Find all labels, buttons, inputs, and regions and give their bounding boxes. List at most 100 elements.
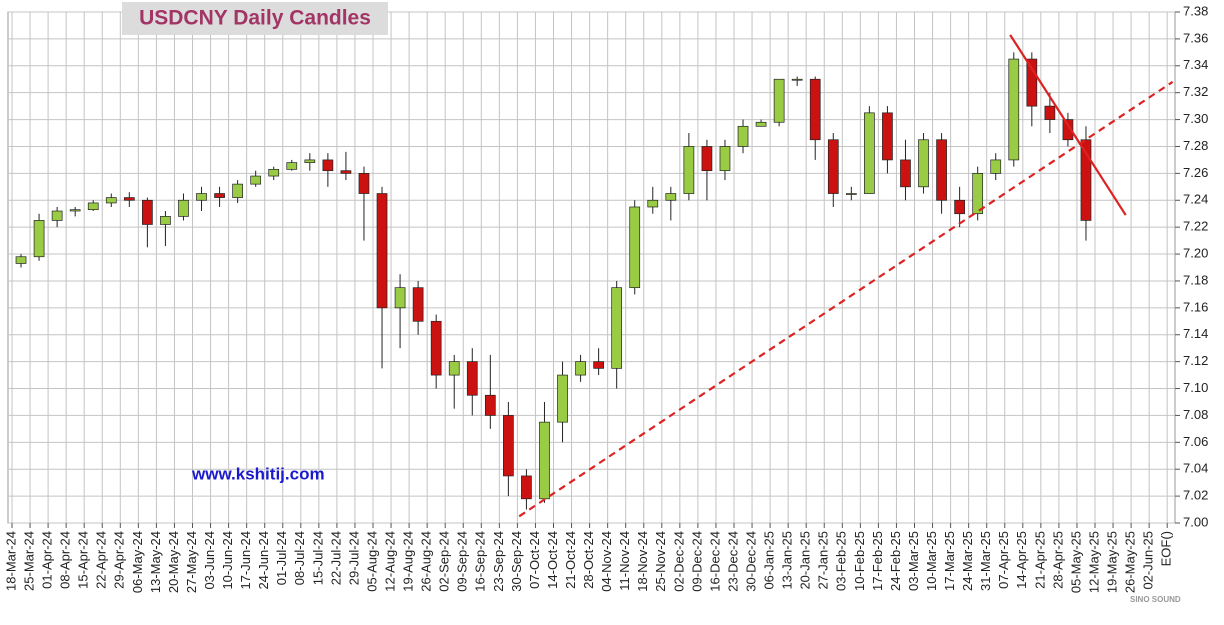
y-tick-label: 7.36 [1183, 30, 1208, 45]
x-tick-label: 05-Aug-24 [364, 531, 379, 592]
candle-body [918, 139, 929, 188]
y-tick-label: 7.30 [1183, 111, 1208, 126]
candle-body [864, 112, 875, 194]
x-tick-label: 21-Oct-24 [563, 531, 578, 589]
candle-body [845, 193, 857, 195]
x-tick-label: 09-Sep-24 [455, 531, 470, 592]
candle-body [900, 159, 911, 188]
y-tick-label: 7.34 [1183, 57, 1208, 72]
x-tick-label: 12-May-25 [1086, 531, 1101, 593]
x-tick-label: 14-Oct-24 [545, 531, 560, 589]
candle-body [376, 193, 388, 309]
x-tick-label: 27-Jan-25 [816, 531, 831, 590]
title-box [122, 2, 388, 35]
x-tick-label: 23-Sep-24 [491, 531, 506, 592]
y-tick-label: 7.02 [1183, 488, 1208, 503]
x-tick-label: 25-Nov-24 [653, 531, 668, 592]
candle-body [142, 199, 153, 225]
candle-body [286, 162, 298, 170]
x-tick-label: 18-Nov-24 [635, 531, 650, 592]
candle-body [15, 256, 27, 264]
x-tick-label: 11-Nov-24 [617, 531, 632, 591]
candle-body [827, 139, 839, 194]
x-tick-label: 15-Jul-24 [310, 531, 325, 585]
candle-body [1044, 105, 1056, 120]
x-tick-label: 31-Mar-25 [978, 531, 993, 591]
candle-body [69, 209, 81, 212]
x-tick-label: EOF() [1159, 531, 1174, 566]
candle-body [882, 112, 893, 161]
x-tick-label: 21-Apr-25 [1032, 531, 1047, 589]
x-tick-label: 07-Oct-24 [527, 531, 542, 589]
candle-body [268, 168, 280, 177]
candle-body [160, 216, 171, 225]
x-tick-label: 09-Dec-24 [689, 531, 704, 592]
x-tick-label: 24-Jun-24 [256, 531, 271, 590]
y-tick-label: 7.28 [1183, 138, 1208, 153]
x-tick-label: 08-Apr-24 [58, 531, 73, 589]
candle-body [936, 139, 947, 201]
x-tick-label: 12-Aug-24 [382, 531, 397, 592]
candle-body [701, 146, 713, 172]
candle-body [611, 287, 623, 369]
x-tick-label: 04-Nov-24 [599, 531, 614, 592]
plot-bg [7, 11, 1176, 524]
x-tick-label: 19-Aug-24 [401, 531, 416, 592]
candle-body [557, 374, 568, 423]
x-tick-label: 03-Mar-25 [906, 531, 921, 591]
candle-body [773, 78, 785, 123]
candle-body [51, 210, 63, 221]
candle-body [755, 121, 767, 127]
x-tick-label: 02-Dec-24 [671, 531, 686, 592]
candle-body [430, 320, 442, 376]
candle-body [990, 159, 1002, 174]
x-tick-label: 19-May-25 [1104, 531, 1119, 593]
x-tick-label: 10-Feb-25 [852, 531, 867, 591]
candle-body [105, 197, 117, 204]
y-tick-label: 7.26 [1183, 165, 1208, 180]
x-tick-label: 13-May-24 [148, 531, 163, 593]
candle-body [539, 421, 550, 500]
candle-body [593, 361, 604, 369]
x-tick-label: 24-Feb-25 [888, 531, 903, 591]
x-tick-label: 03-Feb-25 [834, 531, 849, 591]
candle-body [358, 173, 370, 194]
x-tick-label: 03-Jun-24 [202, 531, 217, 590]
candle-body [322, 159, 334, 172]
x-tick-label: 02-Sep-24 [437, 531, 452, 592]
x-tick-label: 23-Dec-24 [725, 531, 740, 592]
y-tick-label: 7.22 [1183, 219, 1208, 234]
x-tick-label: 02-Jun-25 [1141, 531, 1156, 590]
candle-body [683, 146, 695, 194]
x-tick-label: 06-May-24 [130, 531, 145, 593]
y-tick-label: 7.16 [1183, 299, 1208, 314]
candle-body [250, 175, 262, 185]
x-tick-label: 14-Apr-25 [1014, 531, 1029, 589]
candle-body [232, 183, 243, 198]
candle-body [665, 193, 677, 201]
x-tick-label: 22-Jul-24 [328, 531, 343, 585]
x-tick-label: 27-May-24 [184, 531, 199, 593]
candle-body [954, 199, 965, 215]
candle-body [629, 206, 641, 289]
x-tick-label: 18-Mar-24 [3, 531, 18, 591]
candle-body [178, 199, 189, 217]
x-tick-label: 10-Mar-25 [924, 531, 939, 591]
candle-body [503, 415, 514, 477]
x-tick-label: 28-Apr-25 [1050, 531, 1065, 589]
x-tick-label: 26-Aug-24 [419, 531, 434, 592]
plot: 7.00 7.02 7.04 7.06 7.08 7.10 7.12 7.14 7.16 7.18… [3, 3, 1208, 593]
candle-body [737, 125, 749, 147]
candle-body [214, 193, 225, 198]
candle-body [448, 361, 460, 376]
x-tick-label: 16-Dec-24 [707, 531, 722, 592]
y-tick-label: 7.06 [1183, 434, 1208, 449]
logo: SINO SOUND [1130, 595, 1181, 604]
candle-body [1026, 58, 1038, 107]
candle-body [123, 197, 135, 201]
y-tick-label: 7.08 [1183, 407, 1208, 422]
y-tick-label: 7.20 [1183, 245, 1208, 260]
x-tick-label: 17-Jun-24 [238, 531, 253, 590]
x-tick-label: 25-Mar-24 [21, 531, 36, 591]
